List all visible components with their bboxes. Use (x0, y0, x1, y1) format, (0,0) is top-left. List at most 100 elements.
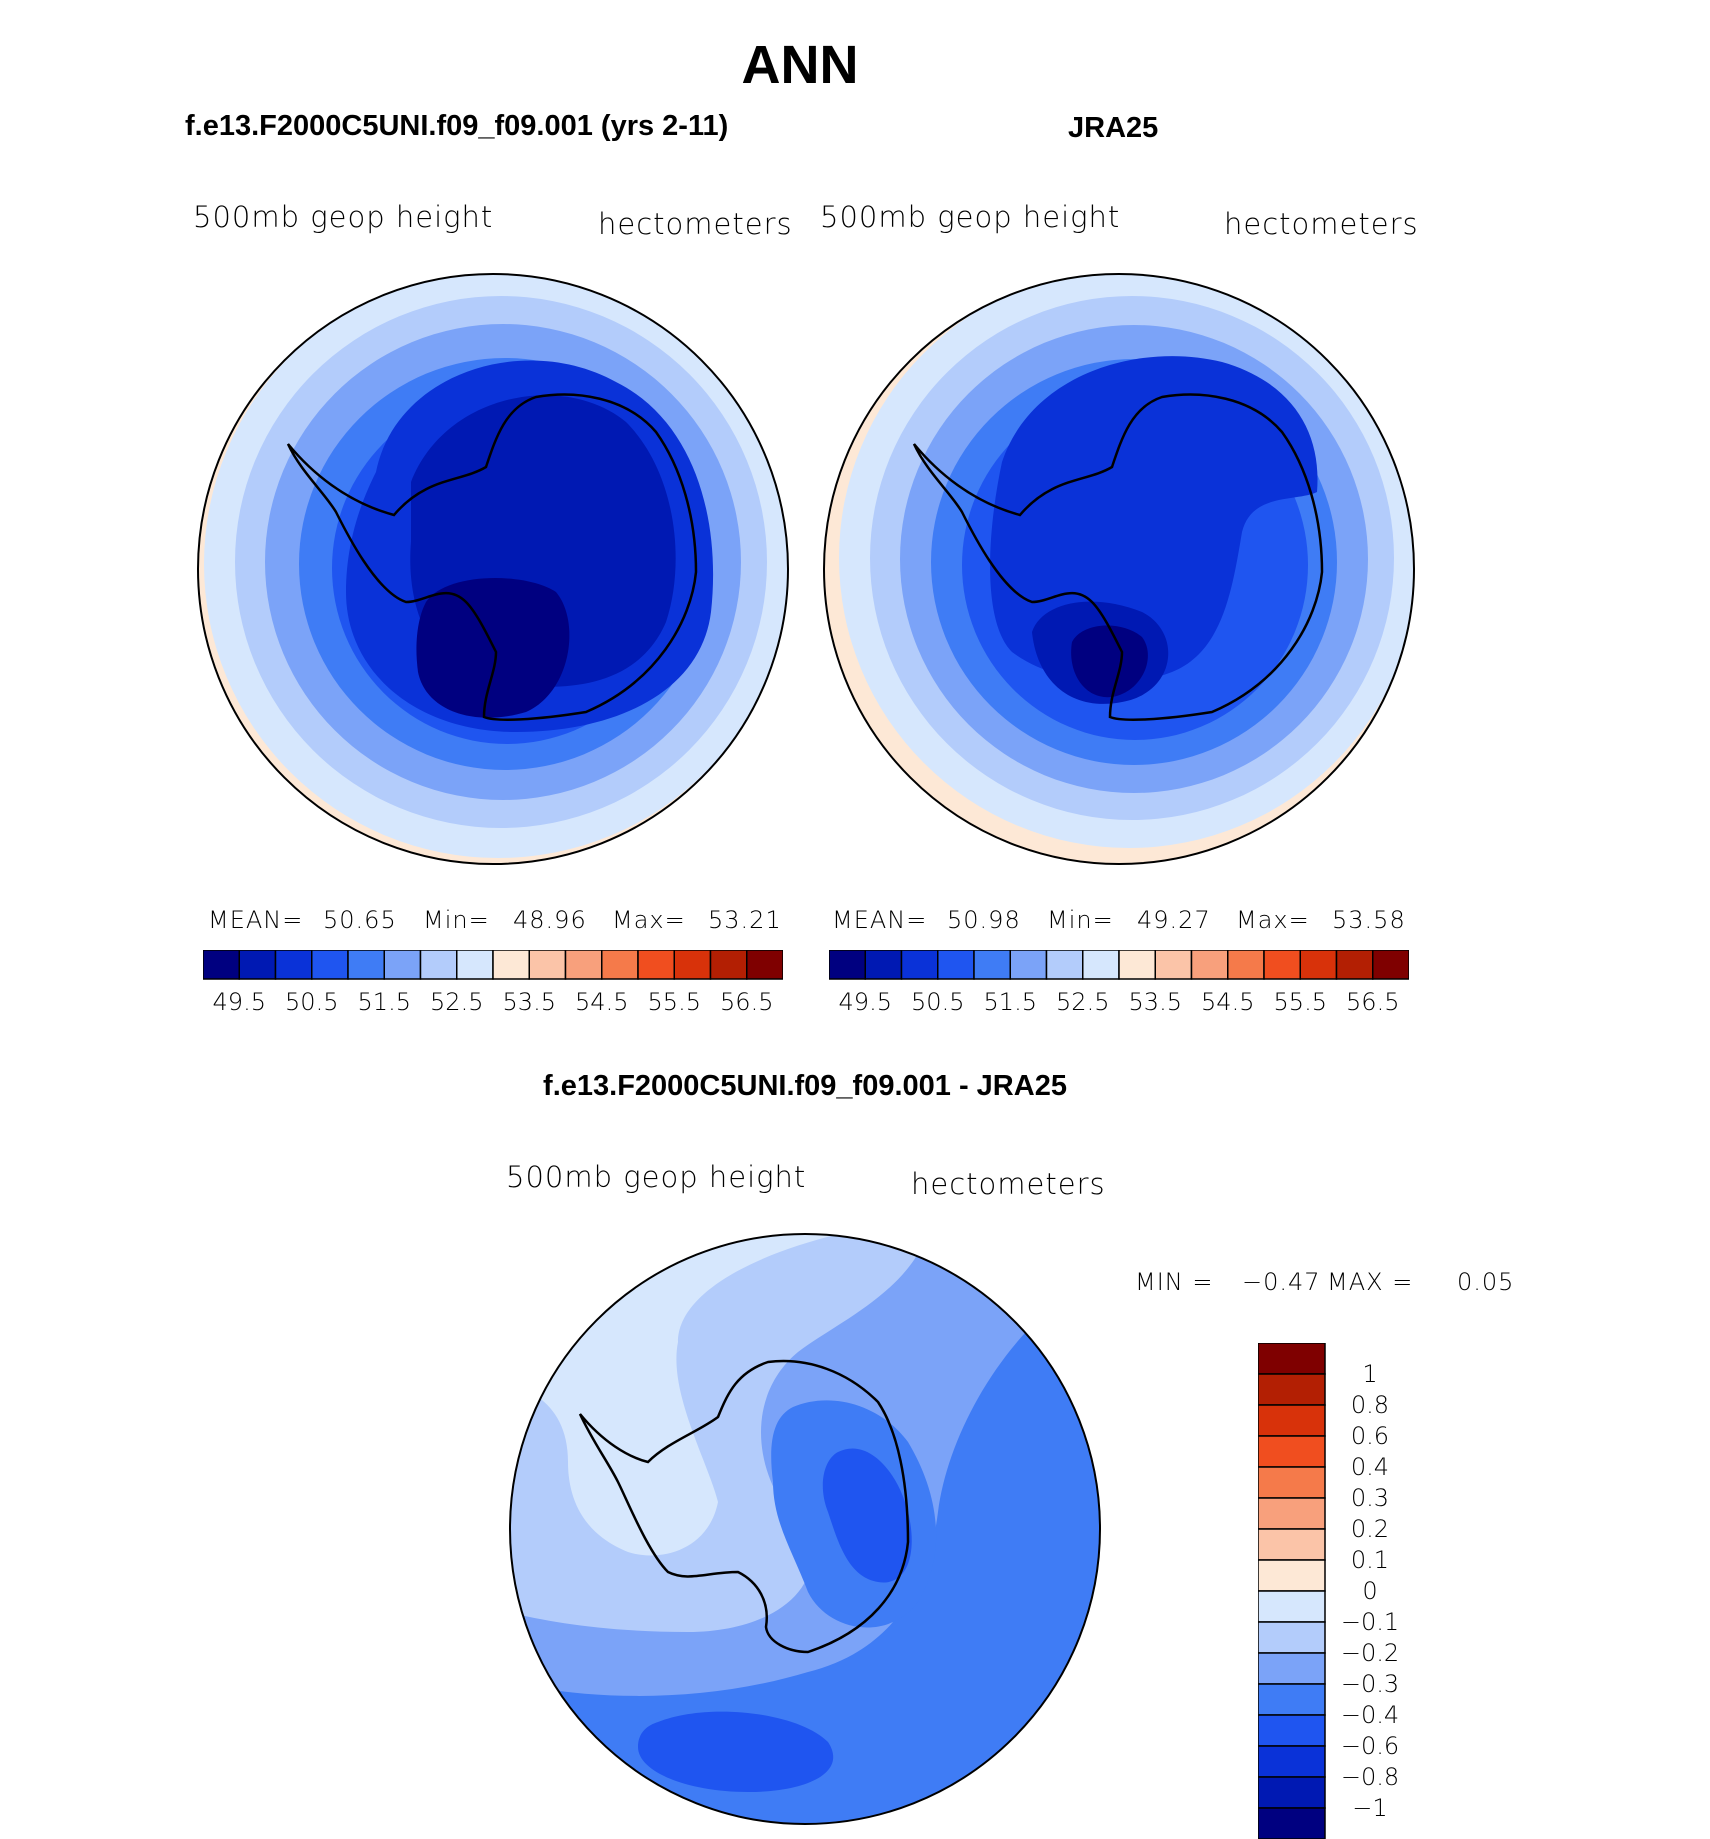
colorbar-swatch (1263, 950, 1301, 980)
map-panel-1 (197, 273, 789, 865)
colorbar-swatch (1258, 1559, 1326, 1592)
panel-3-min-label: MIN = (1135, 1268, 1214, 1296)
colorbar-tick-label: 54.5 (1201, 988, 1254, 1016)
colorbar-swatch (937, 950, 975, 980)
colorbar-tick-label: 53.5 (1129, 988, 1182, 1016)
colorbar-swatch (1258, 1683, 1326, 1716)
colorbar-tick-label: −0.8 (1341, 1763, 1399, 1791)
map-panel-2 (823, 273, 1415, 865)
map-border (509, 1233, 1101, 1825)
colorbar-tick-label: 52.5 (430, 988, 483, 1016)
colorbar-tick-label: 56.5 (1346, 988, 1399, 1016)
colorbar-tick-label: −0.1 (1341, 1608, 1399, 1636)
map-border (197, 273, 789, 865)
panel-3-variable: 500mb geop height (506, 1160, 807, 1194)
colorbar-tick-label: 49.5 (213, 988, 266, 1016)
colorbar-swatch (829, 950, 866, 980)
colorbar-tick-label: −0.4 (1341, 1701, 1399, 1729)
figure-title: ANN (741, 35, 859, 95)
colorbar-swatch (1045, 950, 1084, 980)
colorbar-tick-label: 0.4 (1351, 1453, 1389, 1481)
panel-2-mean: 50.98 (947, 906, 1021, 934)
panel-3-max: 0.05 (1457, 1268, 1515, 1296)
colorbar-swatch (1227, 950, 1265, 980)
colorbar-tick-label: 51.5 (984, 988, 1037, 1016)
colorbar-swatch (456, 950, 494, 980)
antarctica-outline (578, 1359, 910, 1654)
colorbar-swatch (1258, 1652, 1326, 1685)
colorbar-swatch (419, 950, 458, 980)
colorbar-tick-label: 0.3 (1351, 1484, 1389, 1512)
colorbar-swatch (238, 950, 277, 980)
colorbar-panel-3: 1 0.8 0.6 0.4 0.3 0.2 0.1 0 −0.1 −0.2 −0.3 −0.4 −0.6… (1258, 1343, 1399, 1839)
map-panel-3 (509, 1233, 1101, 1825)
colorbar-swatch (1258, 1373, 1326, 1406)
contour-49 (1071, 625, 1148, 698)
panel-1-mean-label: MEAN= (208, 906, 304, 934)
antarctica-outline (912, 393, 1324, 721)
colorbar-tick-label: 50.5 (911, 988, 964, 1016)
colorbar-tick-label: 55.5 (648, 988, 701, 1016)
contour-minus-0-6 (822, 1448, 912, 1583)
colorbar-tick-label: 0.8 (1351, 1391, 1389, 1419)
panel-3-heading: f.e13.F2000C5UNI.f09_f09.001 - JRA25 (543, 1070, 1067, 1102)
colorbar-tick-label: −1 (1352, 1794, 1387, 1822)
colorbar-swatch (1258, 1528, 1326, 1561)
panel-2-mean-label: MEAN= (832, 906, 928, 934)
panel-1-heading: f.e13.F2000C5UNI.f09_f09.001 (yrs 2-11) (185, 110, 729, 142)
antarctica-outline (286, 393, 698, 721)
colorbar-swatch (203, 950, 240, 980)
colorbar-swatch (1258, 1435, 1326, 1468)
colorbar-tick-label: −0.6 (1341, 1732, 1399, 1760)
colorbar-tick-label: 54.5 (575, 988, 628, 1016)
panel-1-units: hectometers (598, 207, 793, 241)
panel-2-min-label: Min= (1047, 906, 1114, 934)
colorbar-swatch (1258, 1497, 1326, 1530)
contour-50 (990, 356, 1318, 683)
panel-2-min: 49.27 (1137, 906, 1211, 934)
colorbar-tick-label: 0.6 (1351, 1422, 1389, 1450)
colorbar-swatch (637, 950, 675, 980)
panel-1-max: 53.21 (708, 906, 782, 934)
colorbar-swatch (1118, 950, 1156, 980)
colorbar-panel-2: 49.5 50.5 51.5 52.5 53.5 54.5 55.5 56.5 (829, 950, 1409, 1016)
panel-2-heading: JRA25 (1068, 112, 1159, 144)
colorbar-tick-label: 55.5 (1274, 988, 1327, 1016)
colorbar-swatch (1372, 950, 1409, 980)
colorbar-swatch (1258, 1466, 1326, 1499)
colorbar-swatch (311, 950, 349, 980)
colorbar-tick-label: −0.3 (1341, 1670, 1399, 1698)
panel-2-max: 53.58 (1332, 906, 1406, 934)
colorbar-swatch (1299, 950, 1338, 980)
panel-1-min-label: Min= (423, 906, 490, 934)
panel-2-max-label: Max= (1236, 906, 1310, 934)
panel-2-units: hectometers (1224, 207, 1419, 241)
colorbar-swatch (1154, 950, 1193, 980)
contour-minus-0-6-south (638, 1711, 834, 1792)
colorbar-swatch (1258, 1807, 1326, 1839)
panel-2-variable: 500mb geop height (820, 200, 1121, 234)
colorbar-tick-label: 49.5 (839, 988, 892, 1016)
panel-3-units: hectometers (911, 1167, 1106, 1201)
panel-1-mean: 50.65 (323, 906, 397, 934)
colorbar-swatch (1009, 950, 1048, 980)
colorbar-swatch (709, 950, 748, 980)
colorbar-swatch (492, 950, 530, 980)
colorbar-tick-label: 56.5 (720, 988, 773, 1016)
colorbar-tick-label: 0.1 (1351, 1546, 1389, 1574)
panel-3-max-label: MAX = (1327, 1268, 1414, 1296)
colorbar-swatch (1258, 1621, 1326, 1654)
colorbar-swatch (1258, 1745, 1326, 1778)
colorbar-tick-label: −0.2 (1341, 1639, 1399, 1667)
colorbar-tick-label: 51.5 (358, 988, 411, 1016)
colorbar-swatch (347, 950, 385, 980)
colorbar-swatch (1258, 1590, 1326, 1623)
colorbar-tick-label: 0 (1362, 1577, 1377, 1605)
colorbar-tick-label: 1 (1362, 1360, 1377, 1388)
panel-3-min: −0.47 (1242, 1268, 1321, 1296)
colorbar-swatch (864, 950, 903, 980)
colorbar-swatch (1082, 950, 1120, 980)
colorbar-swatch (274, 950, 313, 980)
colorbar-swatch (973, 950, 1011, 980)
colorbar-swatch (1258, 1404, 1326, 1437)
